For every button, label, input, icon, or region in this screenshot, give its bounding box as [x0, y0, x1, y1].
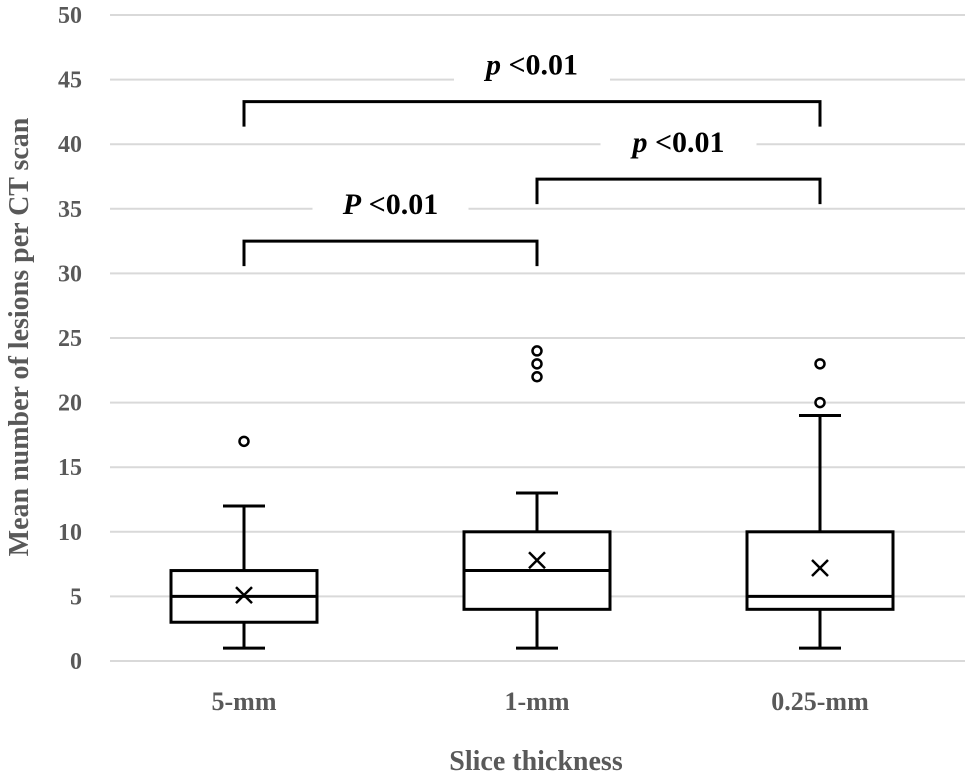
x-category-label: 5-mm: [212, 687, 277, 716]
outlier-point: [238, 435, 250, 448]
p-value-background: [454, 47, 610, 84]
p-value-letter: p: [629, 126, 647, 159]
significance-bracket: P <0.01: [242, 187, 539, 267]
y-tick-label: 40: [58, 132, 82, 158]
mean-marker-stroke: [528, 551, 546, 570]
y-tick-label: 10: [58, 520, 82, 546]
bracket-line: [242, 100, 822, 127]
p-value-label: P <0.01: [342, 188, 438, 221]
boxes: [169, 345, 895, 650]
p-value-label: p <0.01: [483, 49, 578, 82]
box-group: [745, 358, 895, 650]
p-value-label: p <0.01: [629, 126, 724, 159]
p-value-text: <0.01: [501, 49, 578, 82]
p-value-letter: p: [483, 49, 501, 82]
outlier-point: [531, 345, 543, 357]
outlier-point: [531, 371, 543, 383]
x-category-label: 1-mm: [505, 687, 570, 716]
y-tick-label: 20: [58, 391, 82, 417]
mean-marker-stroke: [811, 559, 829, 577]
significance-bracket: p <0.01: [535, 125, 822, 205]
y-tick-label: 30: [58, 261, 82, 287]
bracket-line: [535, 177, 822, 205]
y-tick-label: 15: [58, 455, 82, 481]
bracket-line: [242, 239, 539, 267]
y-tick-label: 50: [58, 3, 82, 29]
significance-annotations: P <0.01p <0.01p <0.01: [242, 47, 822, 267]
box-group: [462, 345, 612, 650]
p-value-letter: P: [342, 188, 362, 221]
outlier-point: [531, 358, 543, 370]
mean-marker: [235, 586, 253, 604]
y-tick-label: 25: [58, 326, 82, 352]
y-tick-label: 5: [70, 584, 82, 610]
mean-marker: [811, 559, 829, 577]
y-axis-title: Mean number of lesions per CT scan: [4, 117, 35, 556]
x-category-label: 0.25-mm: [771, 687, 869, 716]
y-tick-labels: 0 5 10 15 20 25 30 35 40 45 50: [58, 3, 82, 675]
y-tick-label: 35: [58, 197, 82, 223]
p-value-background: [312, 187, 469, 224]
outlier-point: [814, 358, 826, 370]
y-tick-label: 0: [70, 649, 82, 675]
p-value-background: [600, 125, 757, 162]
mean-marker-stroke: [235, 586, 253, 604]
p-value-text: <0.01: [361, 188, 438, 221]
outlier-point: [814, 396, 826, 409]
mean-marker: [528, 551, 546, 570]
significance-bracket: p <0.01: [242, 47, 822, 127]
box-group: [169, 435, 319, 650]
x-axis-title: Slice thickness: [449, 746, 623, 776]
p-value-text: <0.01: [647, 126, 724, 159]
x-category-labels: 5-mm 1-mm 0.25-mm: [212, 687, 870, 716]
y-tick-label: 45: [58, 68, 82, 94]
